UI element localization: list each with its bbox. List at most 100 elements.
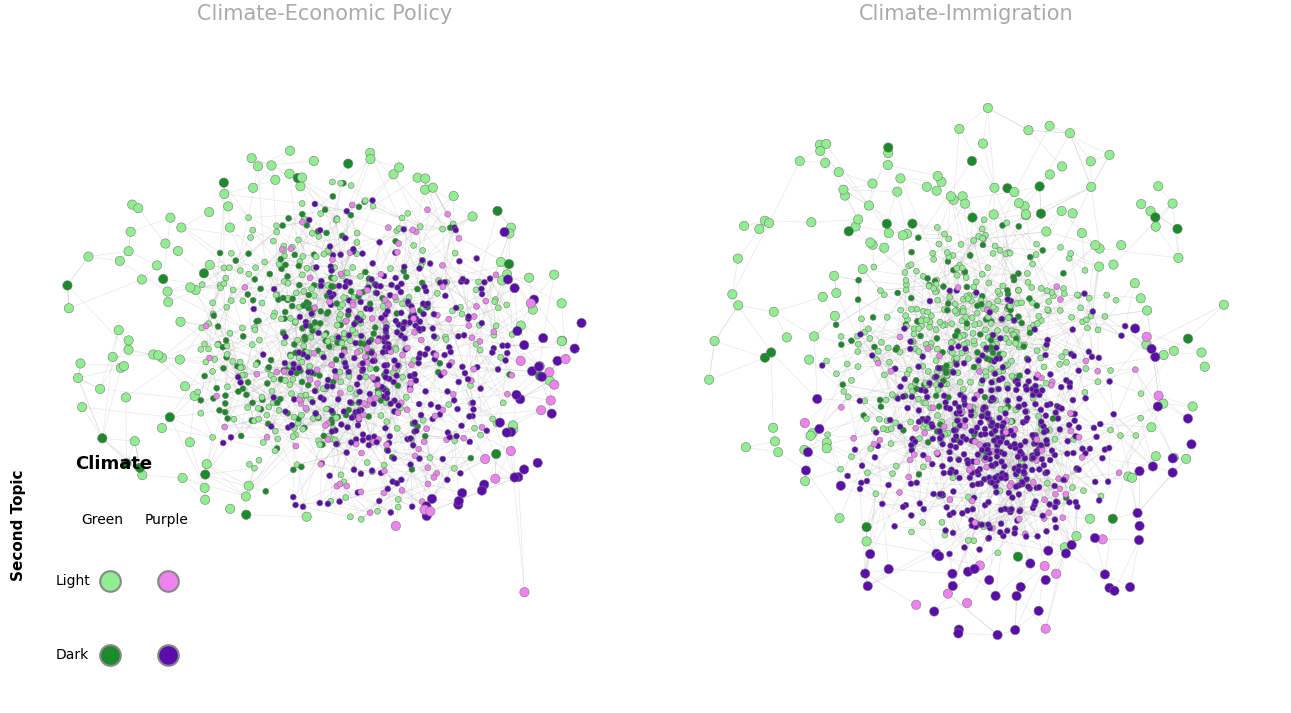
Point: [114, 361, 134, 372]
Point: [1030, 419, 1051, 430]
Point: [984, 422, 1004, 434]
Point: [1007, 332, 1028, 344]
Point: [258, 361, 279, 373]
Point: [1091, 491, 1112, 502]
Point: [355, 195, 376, 206]
Point: [405, 314, 426, 326]
Point: [865, 488, 886, 499]
Point: [975, 440, 995, 451]
Point: [1037, 478, 1057, 489]
Point: [975, 230, 995, 241]
Point: [919, 342, 940, 353]
Point: [913, 414, 933, 425]
Point: [336, 292, 356, 304]
Point: [442, 305, 462, 317]
Point: [471, 485, 492, 496]
Point: [957, 318, 977, 329]
Point: [309, 231, 329, 242]
Point: [355, 371, 376, 383]
Point: [311, 279, 332, 290]
Point: [937, 369, 958, 381]
Point: [963, 403, 984, 414]
Point: [337, 267, 358, 278]
Point: [776, 332, 797, 343]
Point: [1022, 393, 1043, 404]
Point: [936, 360, 957, 371]
Point: [1008, 470, 1029, 481]
Point: [1024, 451, 1044, 463]
Point: [937, 370, 958, 381]
Point: [998, 301, 1019, 312]
Point: [896, 284, 917, 296]
Point: [356, 457, 377, 468]
Point: [905, 343, 926, 354]
Text: Light: Light: [56, 574, 90, 588]
Point: [252, 394, 272, 406]
Point: [989, 366, 1010, 377]
Point: [300, 371, 320, 382]
Point: [1007, 371, 1028, 382]
Point: [422, 493, 443, 505]
Point: [1022, 384, 1043, 395]
Point: [368, 384, 389, 396]
Point: [321, 272, 342, 283]
Point: [955, 414, 976, 426]
Point: [1030, 404, 1051, 416]
Point: [926, 185, 946, 197]
Point: [174, 381, 195, 392]
Point: [1026, 249, 1047, 260]
Point: [1017, 473, 1038, 485]
Point: [436, 277, 457, 288]
Point: [385, 395, 405, 406]
Point: [403, 267, 423, 278]
Point: [1130, 466, 1150, 477]
Point: [930, 419, 950, 431]
Point: [993, 280, 1013, 292]
Point: [909, 405, 930, 416]
Point: [346, 237, 367, 248]
Point: [391, 485, 412, 496]
Point: [391, 397, 412, 409]
Point: [991, 456, 1012, 468]
Point: [294, 332, 315, 343]
Point: [352, 364, 373, 375]
Point: [986, 443, 1007, 454]
Point: [878, 342, 899, 354]
Point: [1015, 461, 1035, 472]
Point: [975, 500, 995, 511]
Point: [1051, 381, 1072, 393]
Point: [452, 308, 473, 319]
Point: [289, 394, 310, 406]
Point: [323, 254, 343, 265]
Point: [349, 312, 369, 323]
Point: [963, 435, 984, 446]
Point: [356, 399, 377, 411]
Point: [972, 404, 993, 415]
Point: [290, 180, 311, 192]
Point: [444, 222, 465, 233]
Point: [915, 339, 936, 350]
Point: [1001, 506, 1021, 518]
Point: [1039, 454, 1060, 466]
Point: [263, 235, 284, 247]
Point: [474, 277, 494, 288]
Point: [909, 433, 930, 444]
Point: [307, 345, 328, 356]
Point: [953, 384, 973, 395]
Point: [1038, 507, 1059, 518]
Point: [1056, 471, 1077, 483]
Point: [351, 513, 372, 525]
Point: [324, 365, 345, 376]
Point: [940, 446, 961, 458]
Point: [950, 376, 971, 388]
Point: [213, 177, 234, 188]
Point: [377, 359, 398, 371]
Point: [432, 404, 453, 416]
Point: [400, 384, 421, 396]
Point: [933, 378, 954, 389]
Point: [514, 339, 534, 351]
Point: [471, 317, 492, 329]
Point: [962, 503, 982, 515]
Point: [975, 424, 995, 435]
Point: [352, 332, 373, 344]
